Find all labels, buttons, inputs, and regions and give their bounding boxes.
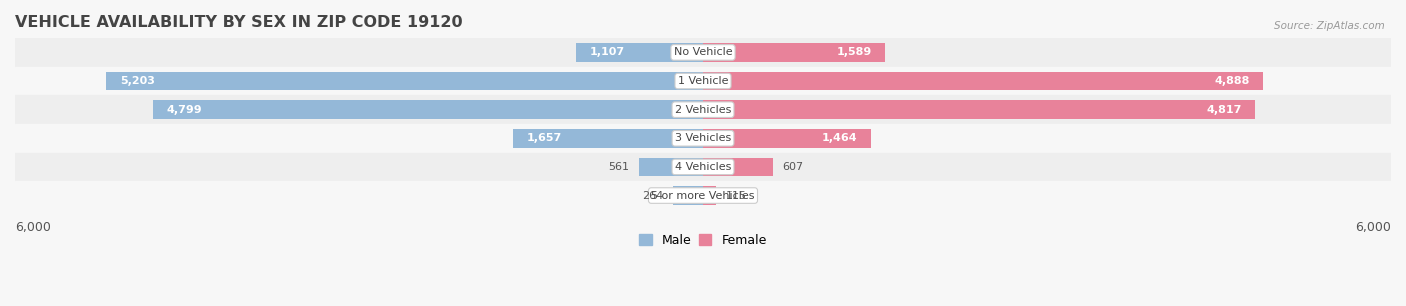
- Text: 607: 607: [782, 162, 803, 172]
- Text: 5,203: 5,203: [120, 76, 155, 86]
- Bar: [576, 43, 703, 62]
- Text: 1,657: 1,657: [527, 133, 562, 143]
- Bar: [15, 38, 1391, 67]
- Bar: [153, 100, 703, 119]
- Text: 1,589: 1,589: [837, 47, 872, 58]
- Text: 2 Vehicles: 2 Vehicles: [675, 105, 731, 115]
- Bar: [703, 129, 870, 147]
- Bar: [15, 181, 1391, 210]
- Text: 264: 264: [643, 191, 664, 200]
- Text: VEHICLE AVAILABILITY BY SEX IN ZIP CODE 19120: VEHICLE AVAILABILITY BY SEX IN ZIP CODE …: [15, 15, 463, 30]
- Bar: [638, 158, 703, 176]
- Text: 4,817: 4,817: [1206, 105, 1241, 115]
- Text: 6,000: 6,000: [1355, 221, 1391, 234]
- Text: 1,464: 1,464: [821, 133, 858, 143]
- Bar: [107, 72, 703, 90]
- Text: 1,107: 1,107: [591, 47, 624, 58]
- Bar: [703, 158, 773, 176]
- Bar: [15, 124, 1391, 153]
- Text: 4,799: 4,799: [166, 105, 202, 115]
- Bar: [513, 129, 703, 147]
- Bar: [703, 72, 1264, 90]
- Text: 4 Vehicles: 4 Vehicles: [675, 162, 731, 172]
- Text: No Vehicle: No Vehicle: [673, 47, 733, 58]
- Bar: [703, 100, 1256, 119]
- Bar: [15, 153, 1391, 181]
- Text: 561: 561: [609, 162, 630, 172]
- Bar: [703, 43, 886, 62]
- Bar: [703, 186, 716, 205]
- Bar: [15, 95, 1391, 124]
- Bar: [15, 67, 1391, 95]
- Text: 5 or more Vehicles: 5 or more Vehicles: [651, 191, 755, 200]
- Text: 6,000: 6,000: [15, 221, 51, 234]
- Text: 115: 115: [725, 191, 747, 200]
- Text: 3 Vehicles: 3 Vehicles: [675, 133, 731, 143]
- Bar: [672, 186, 703, 205]
- Legend: Male, Female: Male, Female: [634, 229, 772, 252]
- Text: Source: ZipAtlas.com: Source: ZipAtlas.com: [1274, 21, 1385, 32]
- Text: 4,888: 4,888: [1215, 76, 1250, 86]
- Text: 1 Vehicle: 1 Vehicle: [678, 76, 728, 86]
